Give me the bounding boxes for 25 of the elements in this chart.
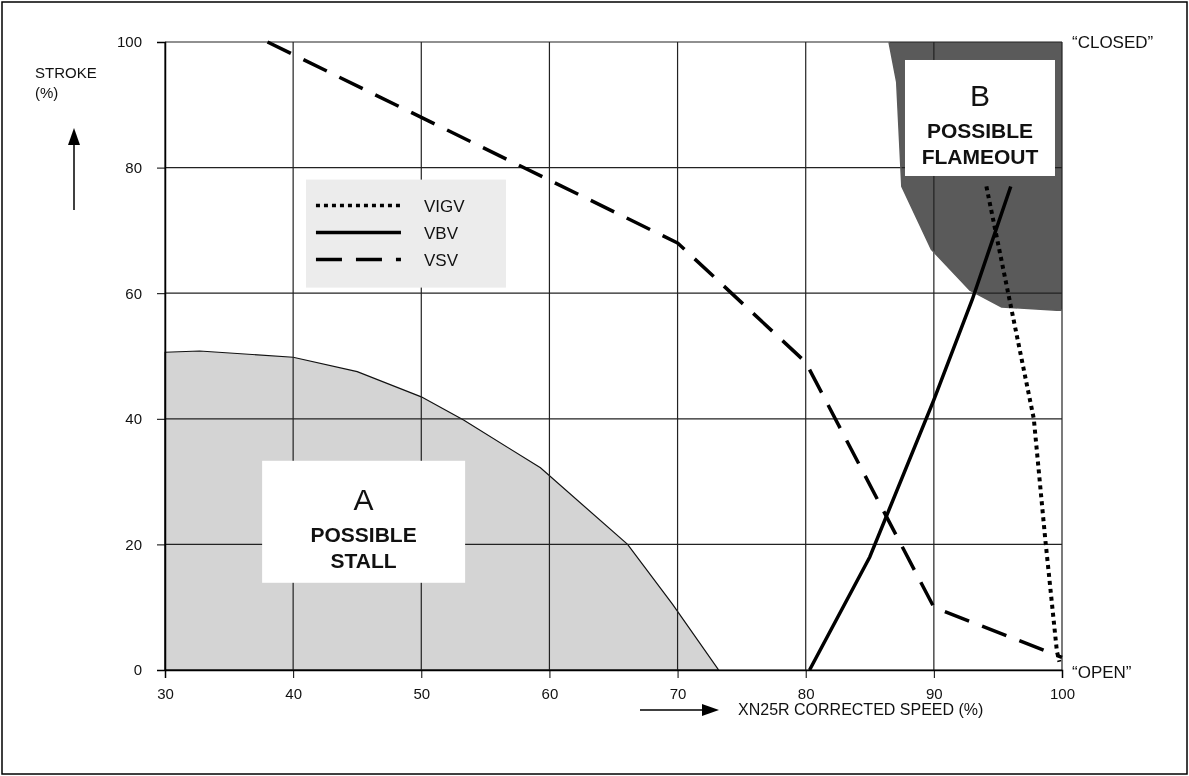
x-tick-label: 60 (541, 685, 559, 702)
legend-label: VBV (423, 223, 459, 243)
x-tick-label: 100 (1049, 685, 1076, 702)
x-tick-label: 40 (285, 685, 302, 702)
annotation: POSSIBLE FLAMEOUT (921, 118, 1039, 168)
y-tick-label: 60 (125, 284, 142, 302)
y-tick-label: 0 (133, 661, 142, 679)
x-tick-label: 30 (157, 685, 174, 702)
legend-label: VIGV (423, 196, 466, 216)
x-tick-label: 50 (413, 685, 431, 702)
y-tick-label: 40 (125, 410, 142, 428)
x-axis-title: XN25R CORRECTED SPEED (%) (738, 701, 984, 718)
legend-label: VSV (423, 250, 459, 270)
annotation: B (969, 78, 990, 112)
text: “CLOSED” (1072, 33, 1154, 52)
annotation: A (353, 482, 374, 516)
y-tick-label: 20 (125, 535, 142, 553)
y-tick-label: 80 (125, 158, 142, 176)
x-tick-label: 80 (797, 685, 815, 702)
annotation: POSSIBLE STALL (310, 522, 417, 572)
y-axis-title: STROKE (%) (35, 64, 97, 101)
y-tick-label: 100 (116, 33, 142, 51)
x-tick-label: 70 (669, 685, 687, 702)
text: “OPEN” (1072, 663, 1132, 682)
x-tick-label: 90 (926, 685, 943, 702)
